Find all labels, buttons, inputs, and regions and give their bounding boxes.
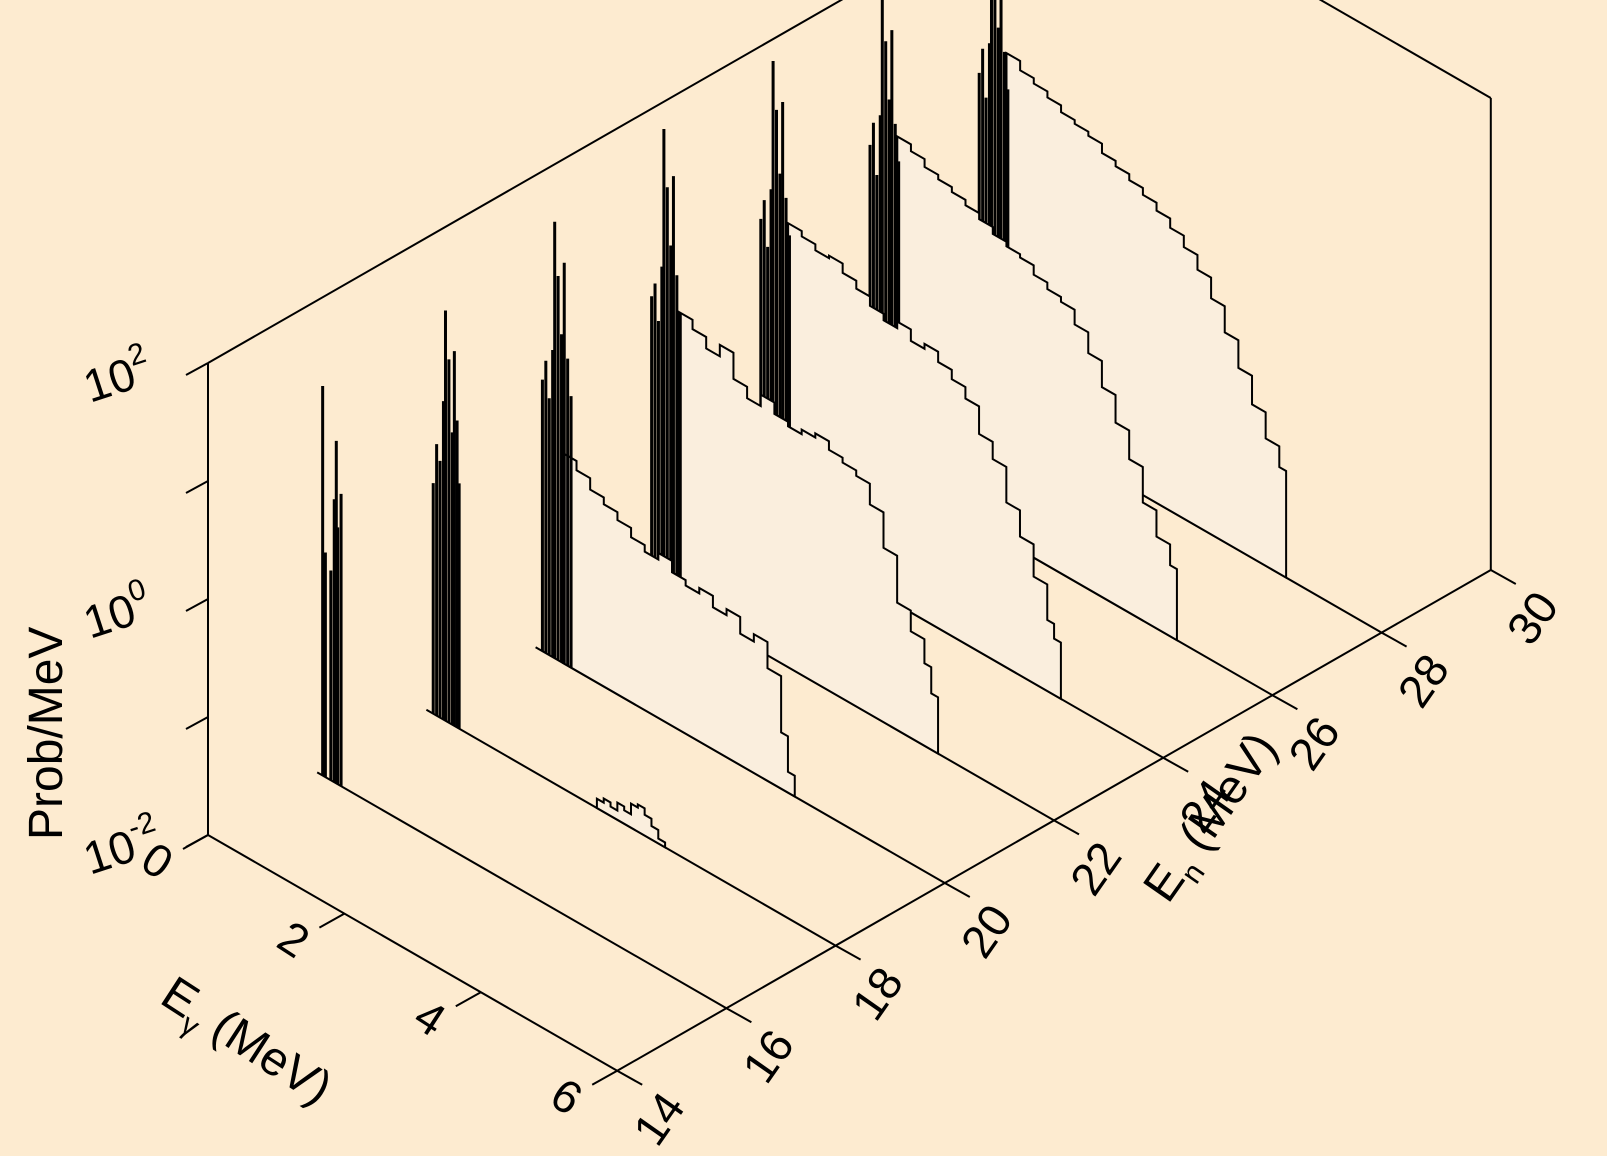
back-top-edge	[207, 0, 844, 364]
continuum-histogram	[677, 310, 940, 756]
z-tick	[185, 362, 209, 376]
right-top-edge	[1318, 0, 1492, 99]
slice-En-18	[425, 310, 837, 947]
slice-En-16	[316, 386, 727, 1010]
y-tick	[616, 1069, 643, 1086]
y-tick	[1053, 819, 1080, 836]
continuum-histogram	[595, 796, 667, 850]
x-tick	[591, 1069, 618, 1086]
y-tick	[944, 882, 971, 898]
z-axis-title: Prob/MeV	[20, 627, 73, 840]
x-tick	[318, 912, 345, 929]
axes-frame	[207, 0, 1492, 1072]
slices	[316, 0, 1383, 1010]
y-tick	[1490, 569, 1517, 585]
y-tick	[1271, 694, 1298, 711]
x-axis-line	[207, 834, 618, 1072]
z-tick	[185, 598, 209, 612]
x-tick	[455, 991, 482, 1008]
y-tick	[835, 944, 862, 961]
y-tick	[725, 1007, 752, 1024]
continuum-histogram	[561, 451, 796, 799]
z-tick	[185, 716, 209, 730]
y-tick	[1381, 631, 1408, 648]
z-tick	[185, 480, 209, 494]
y-tick	[1162, 756, 1189, 773]
slice-En-22	[644, 129, 1055, 822]
slice-En-20	[535, 221, 946, 884]
x-tick	[182, 834, 209, 850]
slice-baseline	[316, 771, 727, 1010]
